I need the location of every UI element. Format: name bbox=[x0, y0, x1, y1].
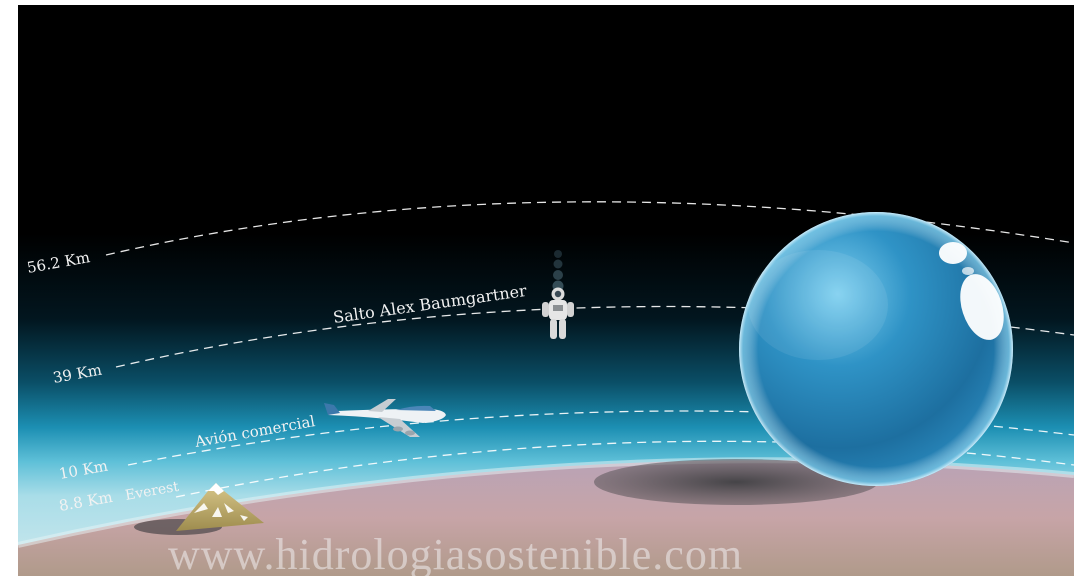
astronaut-icon bbox=[542, 250, 574, 339]
altitude-diagram: 56.2 Km 39 Km 10 Km 8.8 Km Salto Alex Ba… bbox=[18, 5, 1074, 576]
mountain-icon bbox=[134, 483, 264, 535]
line-10km bbox=[127, 410, 1074, 466]
airplane-icon bbox=[324, 399, 446, 437]
sphere-shadow bbox=[594, 459, 878, 505]
watermark-text: www.hidrologiasostenible.com bbox=[168, 530, 743, 576]
water-sphere-icon bbox=[739, 212, 1013, 486]
